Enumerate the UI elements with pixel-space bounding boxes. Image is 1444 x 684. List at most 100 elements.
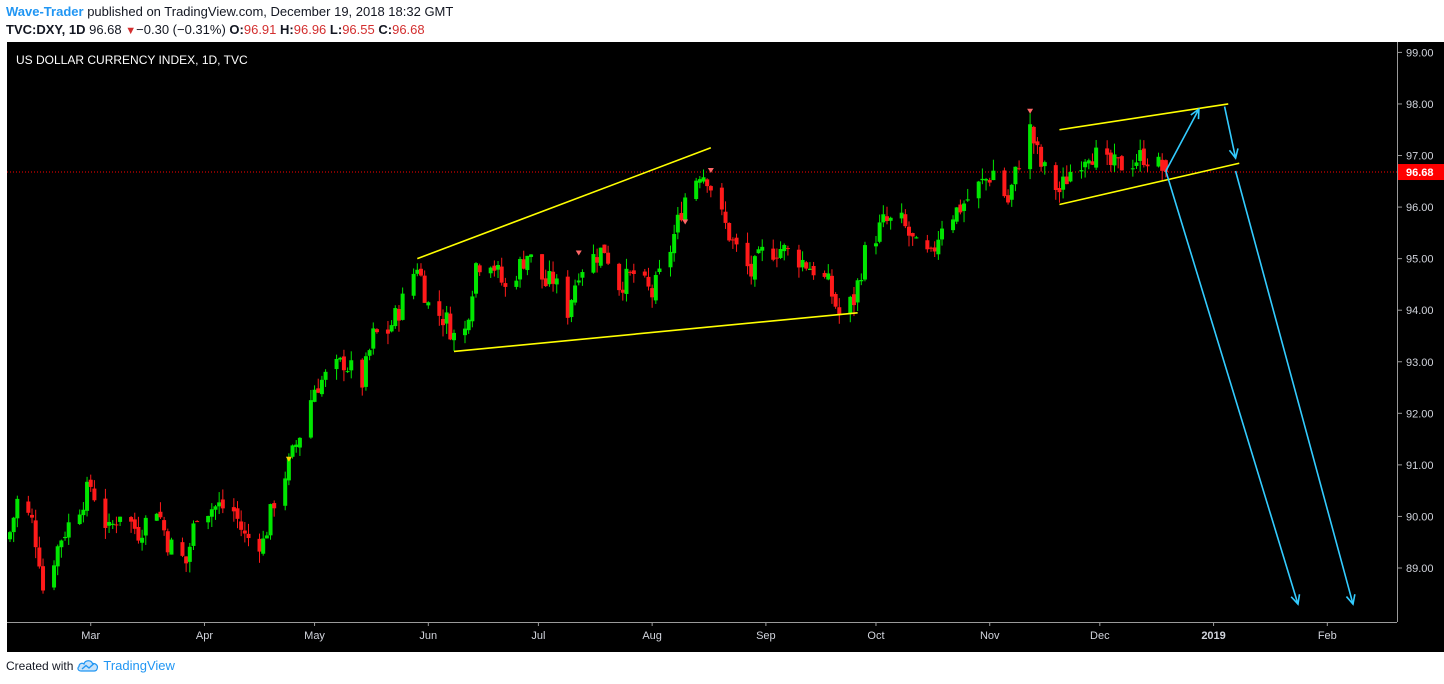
- candle-body: [118, 516, 123, 522]
- candle-body: [745, 242, 750, 267]
- candle-body: [580, 272, 585, 278]
- candles: [8, 113, 1168, 594]
- candle-body: [488, 267, 493, 274]
- candle-body: [650, 288, 655, 298]
- price-tick-label: 89.00: [1406, 563, 1434, 575]
- candle-body: [679, 212, 684, 221]
- time-tick-label: Jul: [531, 630, 545, 642]
- candle-body: [415, 269, 420, 274]
- projection-arrow-line: [1165, 108, 1200, 172]
- candle-body: [206, 515, 211, 523]
- candle-body: [752, 256, 757, 280]
- close-label: C:: [378, 22, 393, 37]
- candle-body: [8, 532, 12, 540]
- author-link[interactable]: Wave-Trader: [6, 4, 84, 19]
- last-price-badge: [1398, 164, 1444, 181]
- candle-body: [701, 177, 706, 182]
- candle-body: [239, 521, 244, 530]
- candle-body: [334, 358, 339, 370]
- candle-body: [242, 530, 247, 534]
- tradingview-brand[interactable]: TradingView: [103, 658, 175, 673]
- candle-body: [360, 359, 365, 388]
- time-tick-label: Aug: [642, 630, 662, 642]
- price-tick-label: 92.00: [1406, 408, 1434, 420]
- candle-body: [1163, 160, 1168, 173]
- candle-body: [540, 254, 545, 280]
- candle-body: [422, 275, 427, 303]
- time-tick-label: Mar: [81, 630, 100, 642]
- candle-body: [283, 478, 288, 506]
- price-tick-label: 91.00: [1406, 460, 1434, 472]
- down-marker-icon: [1027, 108, 1034, 114]
- candle-body: [1068, 171, 1073, 182]
- trendline: [453, 311, 858, 353]
- candle-body: [426, 302, 431, 306]
- candle-body: [734, 237, 739, 245]
- candle-body: [129, 517, 134, 522]
- candle-body: [694, 180, 699, 200]
- time-tick-label: Dec: [1090, 630, 1110, 642]
- last-value: 96.68: [89, 22, 122, 37]
- candle-body: [727, 223, 732, 241]
- candle-body: [41, 566, 46, 591]
- candle-body: [1108, 152, 1113, 165]
- candle-body: [514, 280, 519, 287]
- candle-body: [341, 356, 346, 371]
- candle-body: [848, 296, 853, 314]
- candle-body: [862, 245, 867, 280]
- candle-body: [180, 542, 185, 556]
- candle-body: [389, 325, 394, 332]
- candle-body: [195, 521, 200, 523]
- candle-body: [525, 255, 530, 271]
- last-price-label: 96.68: [1398, 164, 1444, 181]
- candle-body: [470, 296, 475, 322]
- candle-body: [165, 531, 170, 553]
- pattern-markers: [285, 108, 1034, 462]
- candle-body: [499, 266, 504, 283]
- trendline: [1059, 162, 1240, 206]
- candle-body: [668, 251, 673, 268]
- candle-body: [760, 246, 765, 251]
- candle-body: [1119, 156, 1124, 171]
- candle-body: [1079, 170, 1084, 172]
- candle-body: [184, 556, 189, 564]
- candle-body: [319, 379, 324, 395]
- candle-body: [730, 239, 735, 241]
- candle-body: [859, 279, 864, 282]
- candle-body: [855, 280, 860, 303]
- candle-body: [15, 498, 20, 519]
- candle-body: [940, 228, 945, 240]
- candle-body: [63, 536, 68, 539]
- candle-body: [837, 307, 842, 316]
- candle-body: [833, 294, 838, 307]
- candle-body: [290, 445, 295, 457]
- candle-body: [268, 504, 273, 536]
- candle-body: [965, 199, 970, 201]
- candle-body: [312, 389, 317, 402]
- candle-body: [235, 508, 240, 519]
- open-value: 96.91: [243, 22, 277, 37]
- candle-body: [914, 237, 919, 239]
- down-marker-icon: [285, 456, 292, 462]
- candle-body: [877, 222, 882, 242]
- price-chart[interactable]: US DOLLAR CURRENCY INDEX, 1D, TVC 99.009…: [0, 42, 1444, 652]
- time-tick-label: Sep: [756, 630, 776, 642]
- candle-body: [708, 186, 713, 191]
- candle-body: [756, 249, 761, 254]
- candle-body: [899, 212, 904, 219]
- candle-body: [958, 204, 963, 213]
- tradingview-cloud-icon: [77, 659, 99, 672]
- candle-body: [272, 503, 277, 509]
- candle-body: [114, 524, 119, 526]
- symbol-label: TVC:DXY, 1D: [6, 22, 86, 37]
- candle-body: [345, 371, 350, 373]
- candle-body: [85, 481, 90, 511]
- candle-body: [984, 179, 989, 181]
- publish-info: Wave-Trader published on TradingView.com…: [6, 4, 453, 19]
- candle-body: [217, 502, 222, 507]
- candle-body: [448, 313, 453, 340]
- candle-body: [907, 226, 912, 236]
- candle-body: [33, 520, 38, 548]
- time-tick-label: Nov: [980, 630, 1000, 642]
- candle-body: [492, 265, 497, 271]
